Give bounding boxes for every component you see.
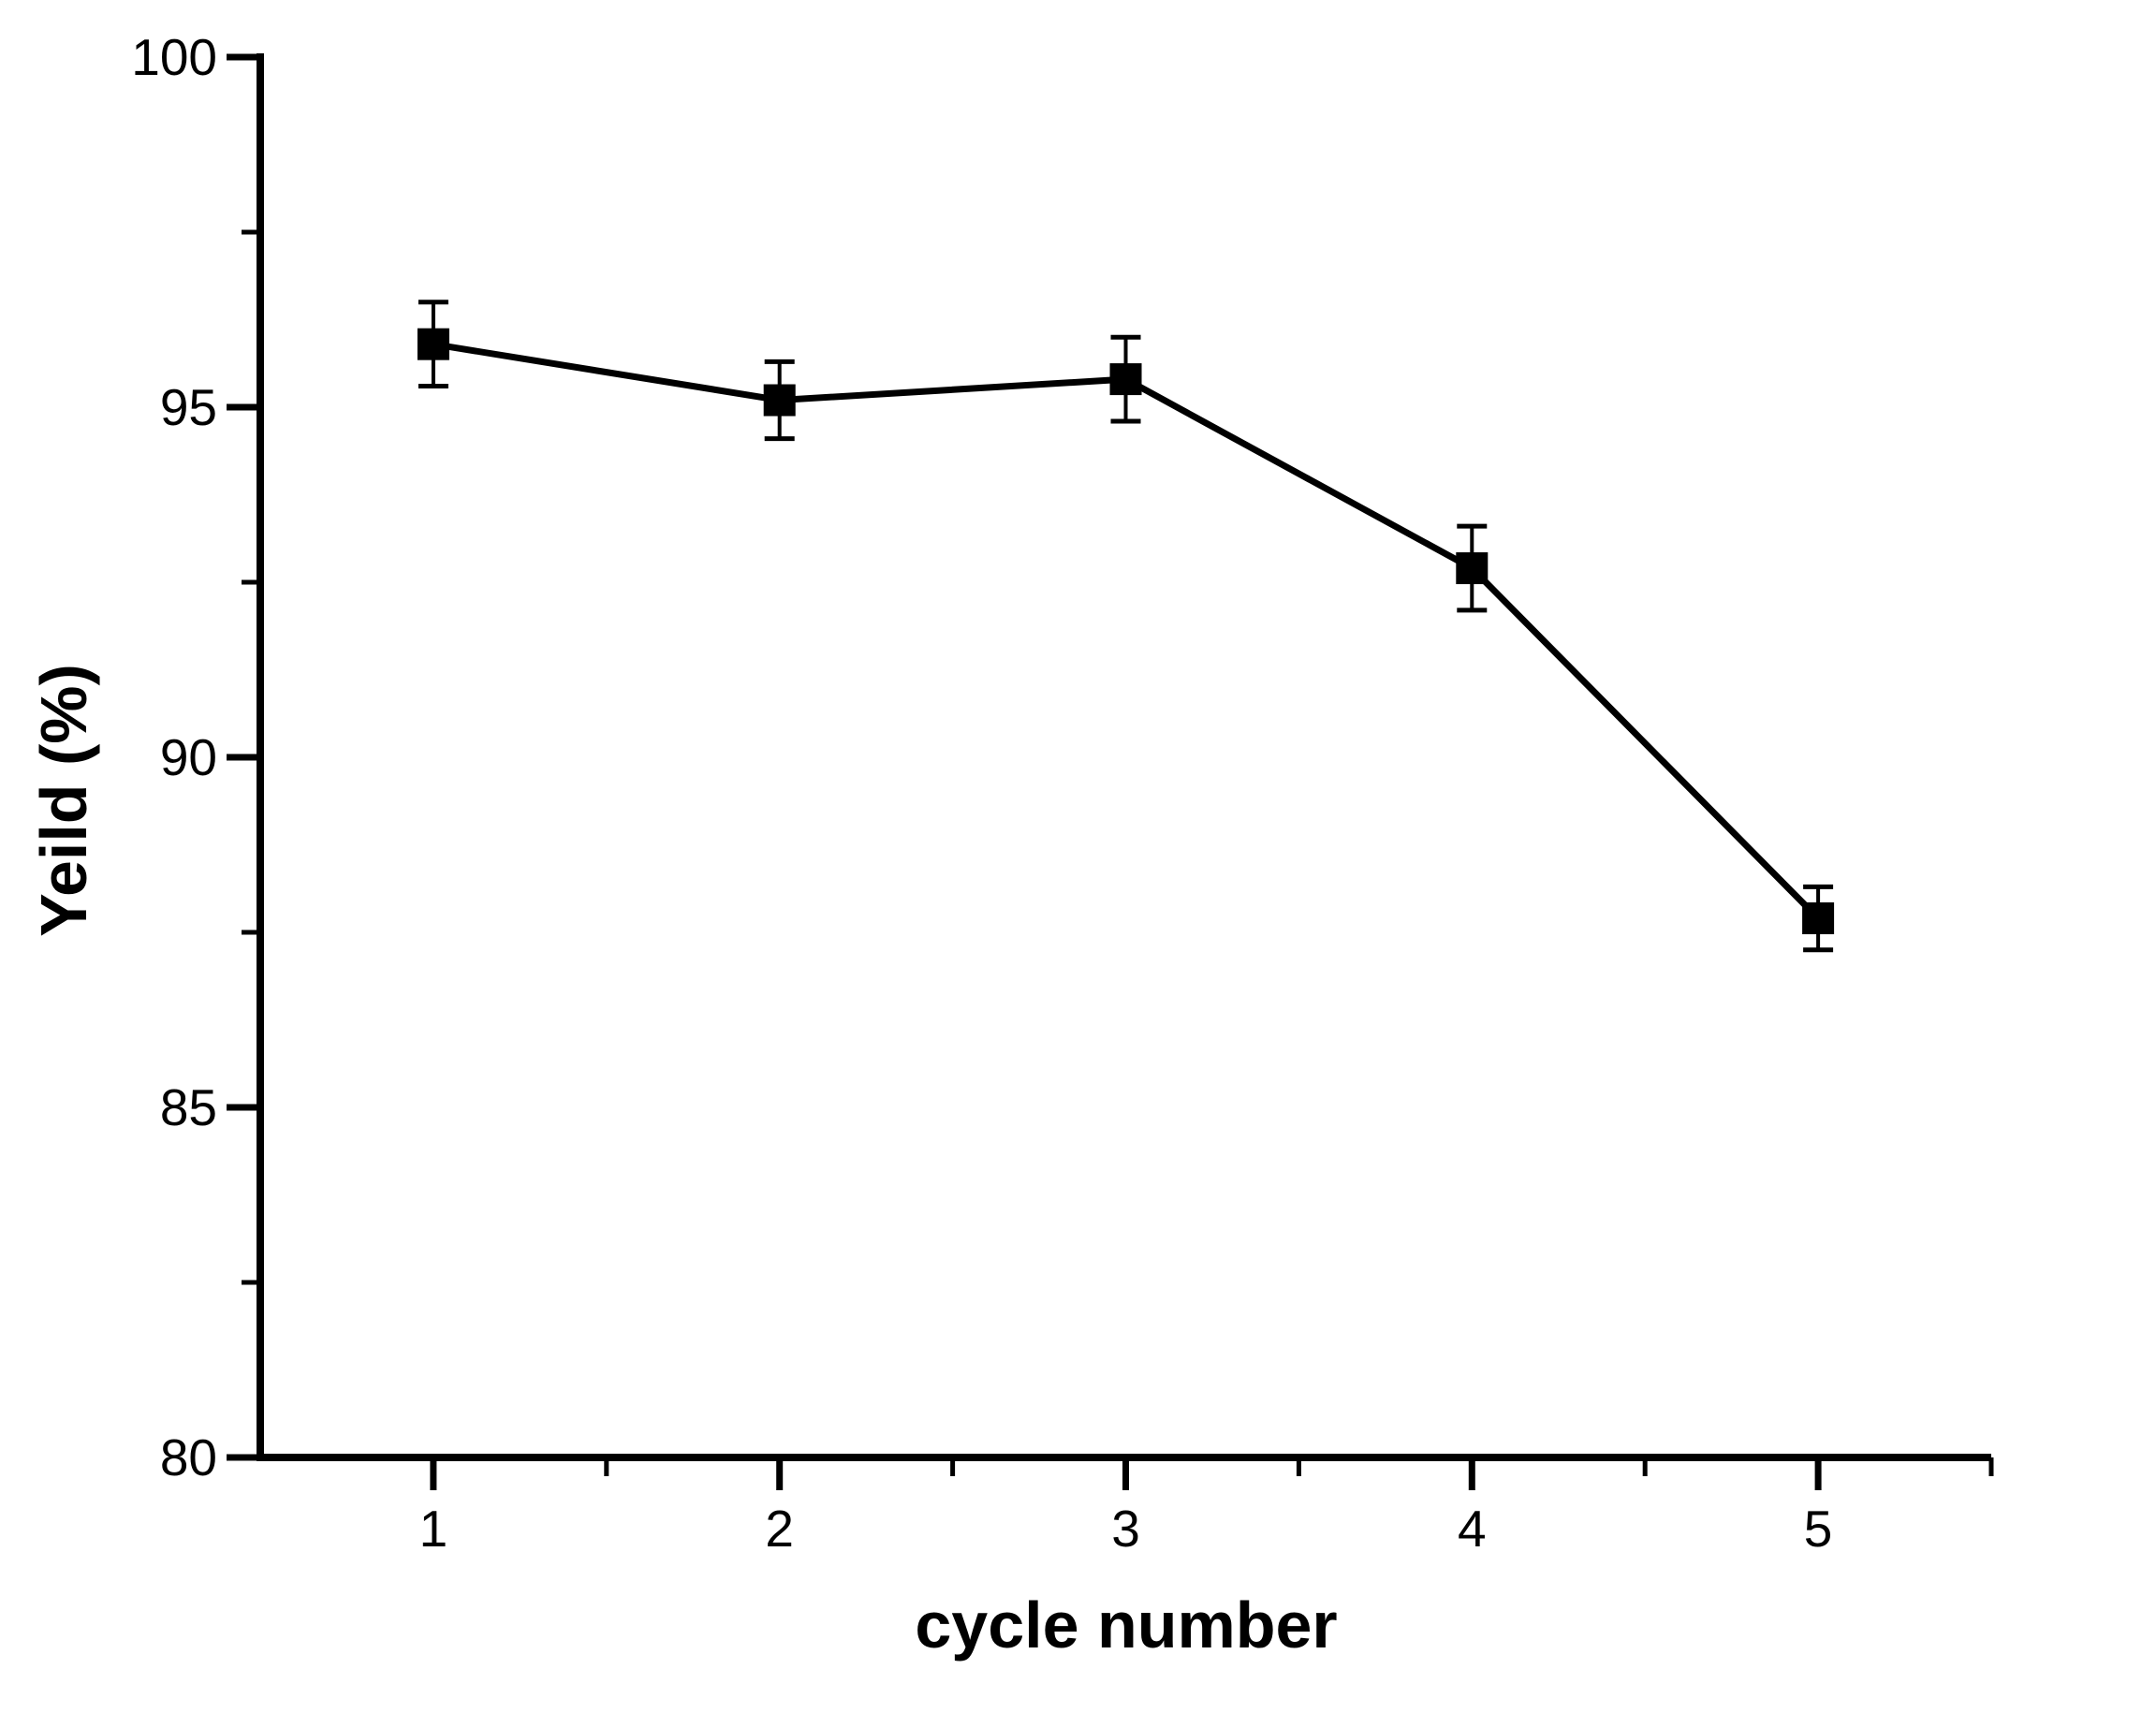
x-tick-label: 5 [1804, 1500, 1833, 1558]
axis-ticks-layer [227, 53, 1994, 1490]
y-axis-label: Yeild (%) [27, 664, 100, 937]
tick-labels-layer: 100 95 90 85 80 1 2 3 4 5 [131, 28, 1832, 1558]
data-series-layer [417, 300, 1835, 953]
y-tick-label: 80 [160, 1428, 217, 1486]
x-axis-label: cycle number [915, 1589, 1337, 1662]
y-tick-label: 90 [160, 728, 217, 786]
x-tick-label: 2 [765, 1500, 794, 1558]
x-tick-label: 4 [1458, 1500, 1487, 1558]
y-tick-label: 100 [131, 28, 217, 86]
y-tick-label: 95 [160, 378, 217, 436]
x-tick-label: 3 [1111, 1500, 1140, 1558]
data-series-line [430, 341, 1822, 922]
data-point-marker [1802, 902, 1835, 935]
y-tick-label: 85 [160, 1078, 217, 1136]
data-point-marker [417, 328, 449, 360]
x-tick-label: 1 [419, 1500, 448, 1558]
data-point-marker [1109, 363, 1142, 396]
data-point-marker [1456, 552, 1489, 585]
data-point-marker [763, 384, 796, 417]
